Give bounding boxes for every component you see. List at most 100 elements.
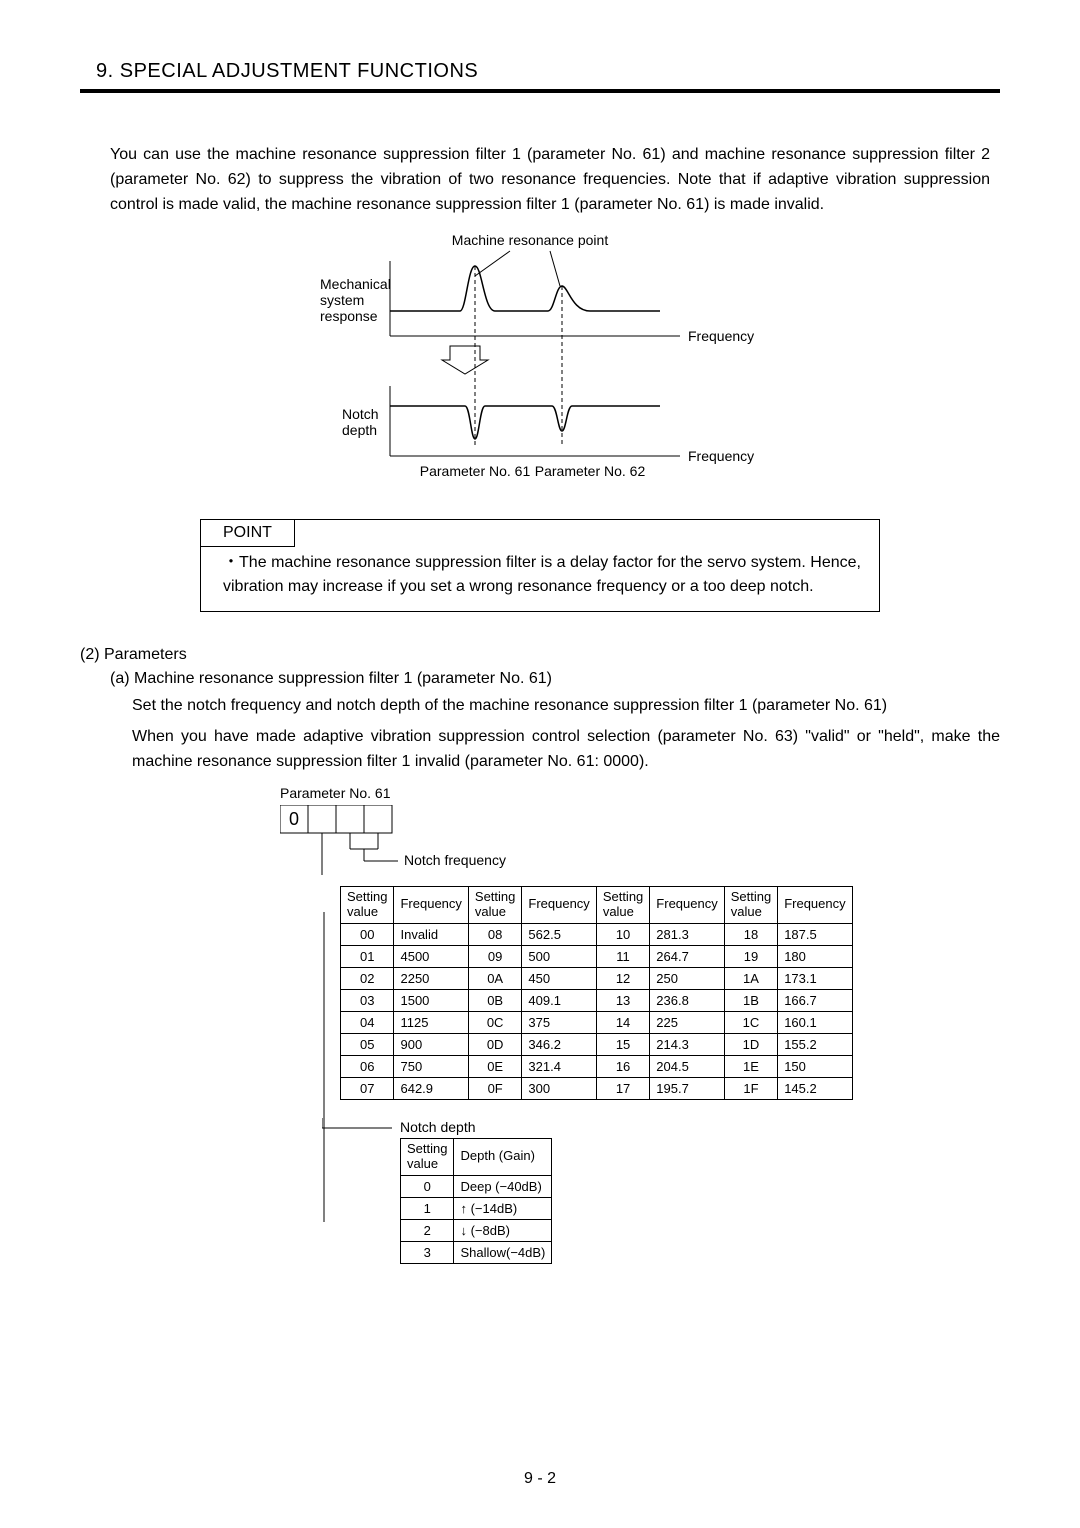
freq-cell: 11	[596, 945, 649, 967]
intro-paragraph: You can use the machine resonance suppre…	[110, 143, 990, 217]
freq-th-sv-3: Settingvalue	[596, 886, 649, 923]
params-h1: (2) Parameters	[80, 646, 1000, 664]
diagram-top-label: Machine resonance point	[452, 232, 609, 248]
diagram-freq-upper: Frequency	[688, 328, 754, 344]
freq-cell: 02	[341, 967, 394, 989]
freq-cell: 642.9	[394, 1077, 468, 1099]
depth-cell: 3	[401, 1241, 454, 1263]
freq-cell: 12	[596, 967, 649, 989]
freq-cell: 160.1	[778, 1011, 852, 1033]
freq-cell: 1F	[724, 1077, 777, 1099]
params-p2: When you have made adaptive vibration su…	[132, 725, 1000, 775]
point-text: The machine resonance suppression filter…	[223, 554, 861, 595]
freq-cell: 375	[522, 1011, 596, 1033]
table-row: 0411250C375142251C160.1	[341, 1011, 853, 1033]
point-bullet-icon: ・	[223, 554, 239, 571]
freq-cell: 01	[341, 945, 394, 967]
freq-cell: 18	[724, 923, 777, 945]
table-row: 0222500A450122501A173.1	[341, 967, 853, 989]
diagram-left-lower-2: depth	[342, 422, 377, 438]
nf-label: Notch frequency	[404, 852, 506, 868]
freq-cell: 0E	[468, 1055, 521, 1077]
params-p1: Set the notch frequency and notch depth …	[132, 694, 1000, 719]
depth-cell: ↓ (−8dB)	[454, 1219, 552, 1241]
freq-cell: 155.2	[778, 1033, 852, 1055]
table-row: 2↓ (−8dB)	[401, 1219, 552, 1241]
freq-cell: 06	[341, 1055, 394, 1077]
freq-cell: 180	[778, 945, 852, 967]
depth-th-d: Depth (Gain)	[454, 1138, 552, 1175]
section-rule	[80, 89, 1000, 93]
freq-cell: 0A	[468, 967, 521, 989]
freq-cell: 250	[650, 967, 724, 989]
freq-cell: 204.5	[650, 1055, 724, 1077]
depth-cell: Shallow(−4dB)	[454, 1241, 552, 1263]
freq-th-f-2: Frequency	[522, 886, 596, 923]
freq-cell: 321.4	[522, 1055, 596, 1077]
freq-cell: 166.7	[778, 989, 852, 1011]
table-row: 0315000B409.113236.81B166.7	[341, 989, 853, 1011]
freq-cell: 1C	[724, 1011, 777, 1033]
freq-cell: 173.1	[778, 967, 852, 989]
depth-cell: ↑ (−14dB)	[454, 1197, 552, 1219]
freq-cell: 00	[341, 923, 394, 945]
freq-cell: 4500	[394, 945, 468, 967]
freq-cell: 236.8	[650, 989, 724, 1011]
freq-cell: 0C	[468, 1011, 521, 1033]
diagram-p61: Parameter No. 61	[420, 463, 531, 479]
diagram-left-upper-3: response	[320, 308, 378, 324]
diagram-left-upper-2: system	[320, 292, 364, 308]
freq-cell: 0D	[468, 1033, 521, 1055]
freq-th-f-1: Frequency	[394, 886, 468, 923]
freq-cell: 346.2	[522, 1033, 596, 1055]
freq-cell: 900	[394, 1033, 468, 1055]
table-row: 067500E321.416204.51E150	[341, 1055, 853, 1077]
table-row: 07642.90F30017195.71F145.2	[341, 1077, 853, 1099]
freq-cell: 1125	[394, 1011, 468, 1033]
depth-leader-line	[322, 912, 326, 1222]
freq-cell: 0B	[468, 989, 521, 1011]
param-box-label: Parameter No. 61	[280, 785, 1000, 801]
point-box: POINT ・The machine resonance suppression…	[200, 519, 880, 612]
freq-cell: 187.5	[778, 923, 852, 945]
table-row: 00Invalid08562.510281.318187.5	[341, 923, 853, 945]
section-title: 9. SPECIAL ADJUSTMENT FUNCTIONS	[96, 60, 1000, 83]
freq-cell: 09	[468, 945, 521, 967]
freq-cell: 13	[596, 989, 649, 1011]
freq-cell: 1A	[724, 967, 777, 989]
notch-frequency-table: Settingvalue Frequency Settingvalue Freq…	[340, 886, 853, 1100]
freq-cell: 500	[522, 945, 596, 967]
freq-cell: 04	[341, 1011, 394, 1033]
freq-cell: 03	[341, 989, 394, 1011]
freq-cell: 409.1	[522, 989, 596, 1011]
depth-th-sv: Settingvalue	[401, 1138, 454, 1175]
freq-th-f-3: Frequency	[650, 886, 724, 923]
page-number: 9 - 2	[0, 1470, 1080, 1488]
table-row: 3Shallow(−4dB)	[401, 1241, 552, 1263]
freq-cell: 0F	[468, 1077, 521, 1099]
freq-cell: 150	[778, 1055, 852, 1077]
freq-th-sv-4: Settingvalue	[724, 886, 777, 923]
freq-cell: Invalid	[394, 923, 468, 945]
notch-frequency-table-wrap: Settingvalue Frequency Settingvalue Freq…	[340, 886, 1000, 1100]
freq-cell: 1B	[724, 989, 777, 1011]
nd-label: Notch depth	[400, 1119, 476, 1135]
freq-cell: 225	[650, 1011, 724, 1033]
digit-0: 0	[289, 809, 299, 829]
point-header: POINT	[201, 520, 295, 547]
freq-cell: 14	[596, 1011, 649, 1033]
freq-cell: 750	[394, 1055, 468, 1077]
table-row: 1↑ (−14dB)	[401, 1197, 552, 1219]
freq-cell: 264.7	[650, 945, 724, 967]
freq-cell: 195.7	[650, 1077, 724, 1099]
freq-cell: 562.5	[522, 923, 596, 945]
depth-cell: 0	[401, 1175, 454, 1197]
diagram-freq-lower: Frequency	[688, 448, 754, 464]
freq-cell: 07	[341, 1077, 394, 1099]
notch-depth-table-wrap: Notch depth Settingvalue Depth (Gain) 0D…	[400, 1118, 1000, 1264]
freq-th-sv-1: Settingvalue	[341, 886, 394, 923]
freq-cell: 16	[596, 1055, 649, 1077]
diagram-left-lower-1: Notch	[342, 406, 379, 422]
freq-cell: 19	[724, 945, 777, 967]
param-digit-diagram: Parameter No. 61 0 Notch frequency	[280, 785, 1000, 880]
